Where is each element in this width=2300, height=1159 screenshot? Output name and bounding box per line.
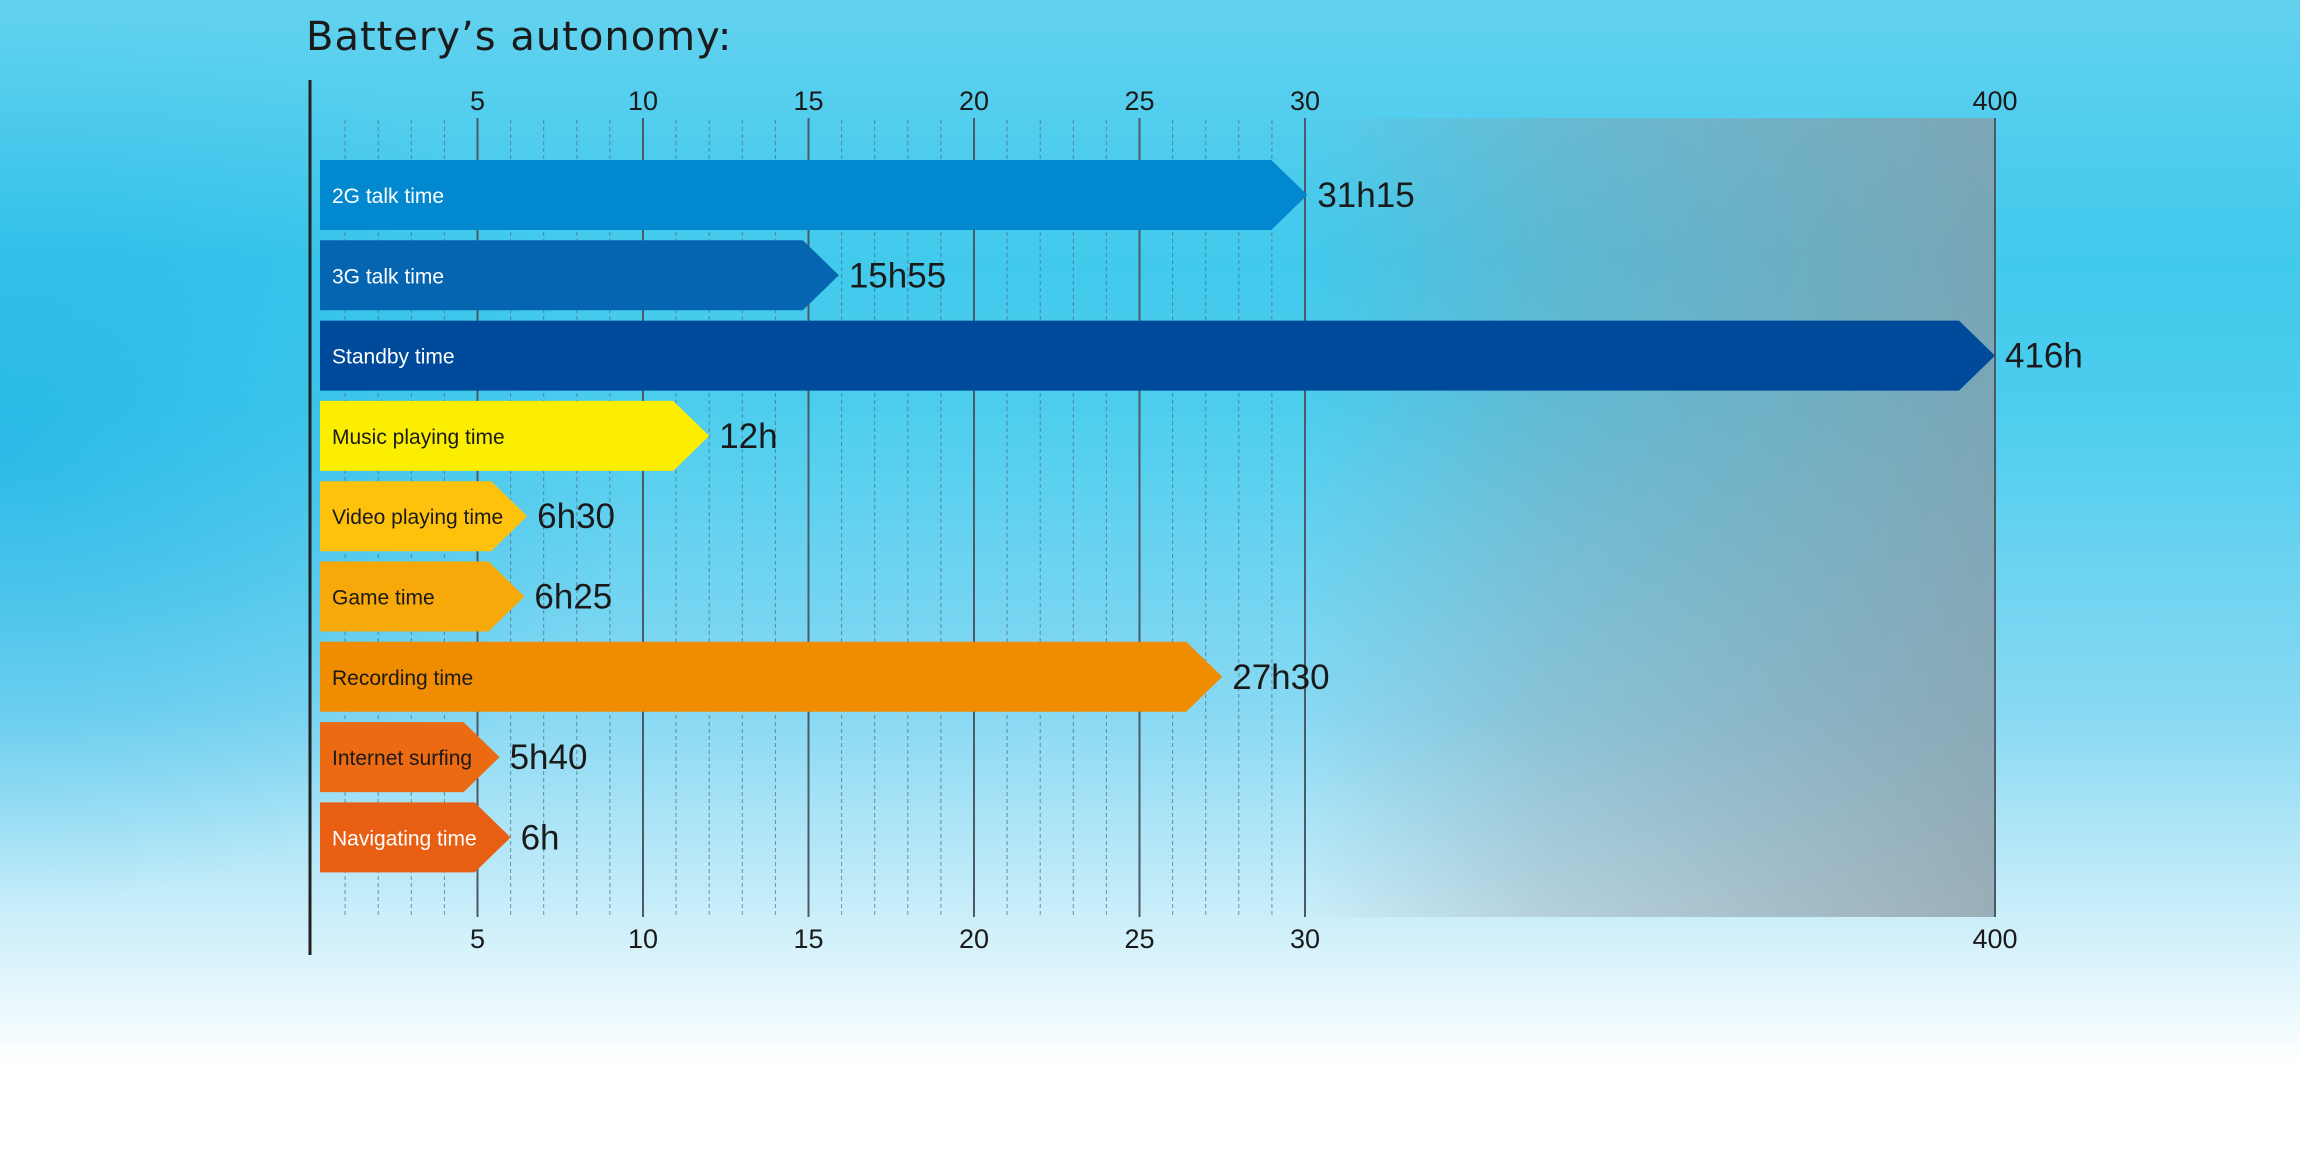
bar-category-label: Music playing time: [332, 426, 505, 449]
bar-category-label: Standby time: [332, 346, 455, 369]
bar: [320, 320, 1995, 391]
bar-category-label: Internet surfing: [332, 747, 472, 770]
bar-value-label: 12h: [719, 417, 777, 456]
bar: [320, 641, 1223, 712]
bar-category-label: Video playing time: [332, 506, 503, 529]
bottom-tick-label: 15: [793, 924, 823, 954]
bar: [320, 160, 1308, 230]
bar-category-label: Recording time: [332, 667, 473, 690]
tick-labels: 5 5 10 10 15 15 20 20 25 25 30 30 400 400: [470, 86, 2018, 954]
top-tick-label: 10: [628, 86, 658, 116]
bar-value-label: 6h30: [537, 497, 615, 536]
bar: [320, 561, 525, 632]
bar: [320, 481, 528, 552]
bottom-tick-label: 25: [1124, 924, 1154, 954]
bar-value-label: 5h40: [510, 738, 588, 777]
bar-value-label: 6h25: [534, 578, 612, 617]
bar-category-label: 2G talk time: [332, 185, 444, 208]
bar-category-label: Navigating time: [332, 827, 477, 850]
bar-value-label: 15h55: [849, 256, 946, 295]
bar-value-label: 416h: [2005, 337, 2083, 376]
far-range-shade: [1305, 118, 1995, 917]
bar: [320, 722, 500, 793]
bar: [320, 802, 511, 873]
bars: 2G talk time 31h15 3G talk time 15h55 Standb…: [320, 160, 2083, 873]
bottom-tick-label: 400: [1972, 924, 2017, 954]
top-tick-label: 30: [1290, 86, 1320, 116]
top-tick-label: 15: [793, 86, 823, 116]
bar-value-label: 27h30: [1232, 658, 1329, 697]
bar-category-label: 3G talk time: [332, 265, 444, 288]
top-tick-label: 20: [959, 86, 989, 116]
bar: [320, 400, 710, 471]
bar: [320, 240, 839, 311]
bar-value-label: 6h: [521, 818, 560, 857]
top-tick-label: 5: [470, 86, 485, 116]
bar-value-label: 31h15: [1317, 176, 1414, 215]
bottom-tick-label: 5: [470, 924, 485, 954]
bottom-tick-label: 20: [959, 924, 989, 954]
top-tick-label: 400: [1972, 86, 2017, 116]
bar-category-label: Game time: [332, 587, 435, 610]
chart-title: Battery’s autonomy:: [306, 14, 733, 60]
top-tick-label: 25: [1124, 86, 1154, 116]
bottom-tick-label: 30: [1290, 924, 1320, 954]
bottom-tick-label: 10: [628, 924, 658, 954]
